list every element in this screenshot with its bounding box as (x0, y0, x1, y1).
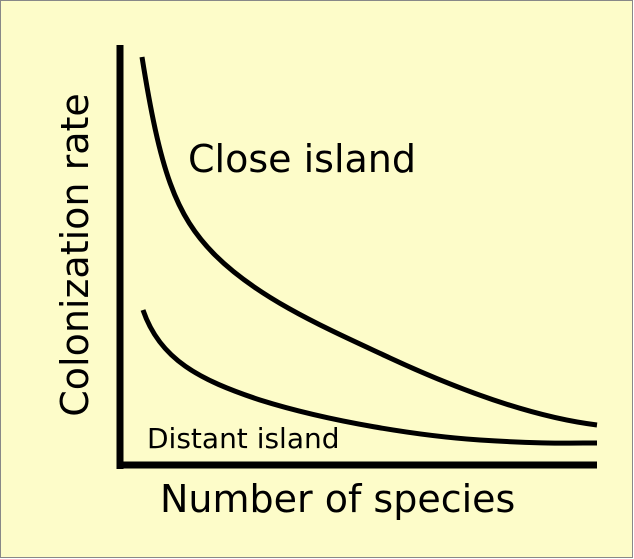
x-axis-label: Number of species (160, 477, 515, 521)
close-island-label: Close island (188, 137, 416, 181)
distant-island-curve (140, 309, 598, 446)
close-island-curve (139, 56, 598, 428)
y-axis-label: Colonization rate (53, 93, 97, 417)
distant-island-label: Distant island (147, 422, 340, 455)
